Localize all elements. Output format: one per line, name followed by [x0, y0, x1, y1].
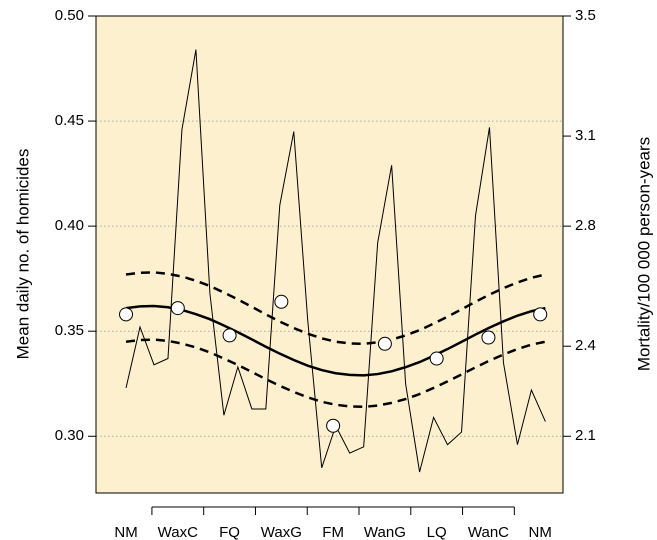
x-tick-label: WaxG	[261, 524, 302, 540]
x-tick-label: NM	[529, 524, 552, 540]
x-tick-label: WaxC	[158, 524, 198, 540]
x-tick-label: LQ	[427, 524, 447, 540]
y2-tick-label: 2.8	[575, 217, 596, 234]
data-point	[222, 328, 237, 343]
series-line	[125, 304, 546, 377]
plot-frame	[95, 15, 564, 494]
y-tick-label: 0.50	[55, 7, 84, 24]
y-axis-title: Mean daily no. of homicides	[13, 149, 32, 360]
x-tick-label: WanG	[364, 524, 406, 540]
y2-tick-label: 2.4	[575, 337, 596, 354]
data-point	[481, 330, 496, 345]
y2-axis-title: Mortality/100 000 person-years	[634, 137, 653, 371]
y-tick-label: 0.45	[55, 112, 84, 129]
data-point	[533, 307, 548, 322]
y2-tick-label: 2.1	[575, 427, 596, 444]
data-point	[377, 336, 392, 351]
y-tick-label: 0.35	[55, 322, 84, 339]
data-point	[429, 351, 444, 366]
data-point	[170, 301, 185, 316]
data-point	[274, 294, 289, 309]
y-tick-label: 0.40	[55, 217, 84, 234]
data-point	[326, 418, 341, 433]
y-tick-label: 0.30	[55, 427, 84, 444]
y2-tick-label: 3.1	[575, 127, 596, 144]
x-tick-label: NM	[114, 524, 137, 540]
y2-tick-label: 3.5	[575, 7, 596, 24]
x-tick-label: FM	[322, 524, 344, 540]
x-tick-label: FQ	[219, 524, 240, 540]
x-tick-label: WanC	[468, 524, 509, 540]
data-point	[119, 307, 134, 322]
